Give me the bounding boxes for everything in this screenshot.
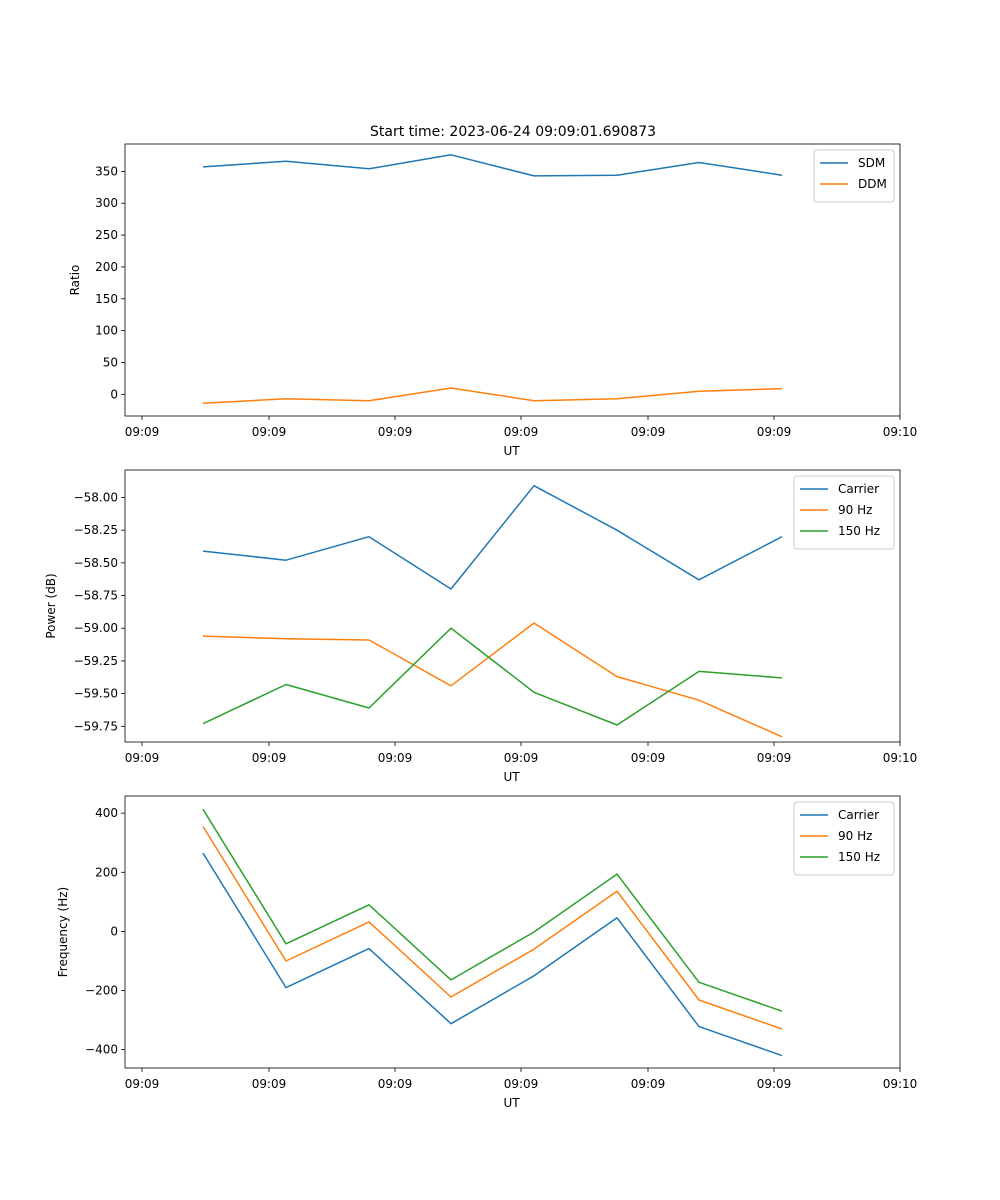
series-line-150-hz — [202, 808, 783, 1012]
series-line-carrier — [202, 484, 783, 590]
y-tick-label: 150 — [95, 292, 118, 306]
legend-label: 90 Hz — [838, 829, 872, 843]
y-tick-label: 0 — [110, 387, 118, 401]
x-tick-label: 09:09 — [252, 751, 287, 765]
y-tick-label: 400 — [95, 806, 118, 820]
subplot-1: 09:09 09:09 09:09 09:09 09:09 09:09 09:10 0 50 10… — [68, 143, 918, 458]
x-tick-label: 09:09 — [504, 425, 539, 439]
x-tick-label: 09:10 — [883, 1077, 918, 1091]
legend-label: 150 Hz — [838, 850, 880, 864]
y-tick-label: −59.00 — [74, 621, 118, 635]
axes-frame — [124, 143, 901, 417]
legend: Carrier 90 Hz 150 Hz — [793, 475, 895, 550]
x-tick-label: 09:09 — [757, 1077, 792, 1091]
x-tick-label: 09:09 — [504, 751, 539, 765]
x-tick-label: 09:09 — [252, 425, 287, 439]
legend-label: 150 Hz — [838, 524, 880, 538]
plots-container: 09:09 09:09 09:09 09:09 09:09 09:09 09:10 0 50 10… — [44, 143, 918, 1110]
x-tick-label: 09:09 — [378, 751, 413, 765]
legend-label: DDM — [858, 177, 887, 191]
subplot-3: 09:09 09:09 09:09 09:09 09:09 09:09 09:10 −400 −… — [56, 795, 918, 1110]
y-tick-label: −58.25 — [74, 523, 118, 537]
series-line-ddm — [202, 387, 783, 405]
x-tick-label: 09:09 — [252, 1077, 287, 1091]
legend-label: Carrier — [838, 482, 879, 496]
x-axis-label: UT — [503, 770, 520, 784]
subplot-2: 09:09 09:09 09:09 09:09 09:09 09:09 09:10 −59.7… — [44, 469, 918, 784]
y-tick-label: −59.75 — [74, 719, 118, 733]
x-tick-label: 09:09 — [631, 751, 666, 765]
legend-label: SDM — [858, 156, 885, 170]
y-tick-label: −400 — [85, 1043, 118, 1057]
y-tick-label: −59.50 — [74, 687, 118, 701]
x-tick-label: 09:10 — [883, 751, 918, 765]
x-axis-label: UT — [503, 1096, 520, 1110]
x-axis-label: UT — [503, 444, 520, 458]
y-tick-label: 200 — [95, 260, 118, 274]
y-axis-label: Power (dB) — [44, 573, 58, 638]
y-tick-label: 250 — [95, 228, 118, 242]
series-line-sdm — [202, 154, 783, 177]
x-tick-label: 09:10 — [883, 425, 918, 439]
y-tick-label: −58.00 — [74, 490, 118, 504]
x-tick-label: 09:09 — [757, 751, 792, 765]
legend-label: 90 Hz — [838, 503, 872, 517]
x-tick-label: 09:09 — [631, 1077, 666, 1091]
y-tick-label: 100 — [95, 324, 118, 338]
series-line-90-hz — [202, 622, 783, 738]
x-tick-label: 09:09 — [378, 1077, 413, 1091]
y-tick-label: 50 — [103, 355, 118, 369]
series-line-carrier — [202, 852, 783, 1057]
y-tick-label: −58.75 — [74, 589, 118, 603]
y-tick-label: 0 — [110, 924, 118, 938]
y-tick-label: −59.25 — [74, 654, 118, 668]
y-tick-label: 200 — [95, 865, 118, 879]
legend-label: Carrier — [838, 808, 879, 822]
x-tick-label: 09:09 — [125, 1077, 160, 1091]
y-tick-label: 300 — [95, 196, 118, 210]
y-tick-label: 350 — [95, 164, 118, 178]
series-line-90-hz — [202, 826, 783, 1030]
legend: SDM DDM — [813, 149, 895, 203]
y-axis-label: Ratio — [68, 265, 82, 296]
y-tick-label: −200 — [85, 984, 118, 998]
x-tick-label: 09:09 — [504, 1077, 539, 1091]
x-tick-label: 09:09 — [757, 425, 792, 439]
legend: Carrier 90 Hz 150 Hz — [793, 801, 895, 876]
figure-title: Start time: 2023-06-24 09:09:01.690873 — [370, 124, 656, 140]
series-line-150-hz — [202, 627, 783, 726]
axes-frame — [124, 795, 901, 1069]
x-tick-label: 09:09 — [125, 425, 160, 439]
axes-frame — [124, 469, 901, 743]
x-tick-label: 09:09 — [631, 425, 666, 439]
y-tick-label: −58.50 — [74, 556, 118, 570]
x-tick-label: 09:09 — [125, 751, 160, 765]
y-axis-label: Frequency (Hz) — [56, 887, 70, 978]
x-tick-label: 09:09 — [378, 425, 413, 439]
